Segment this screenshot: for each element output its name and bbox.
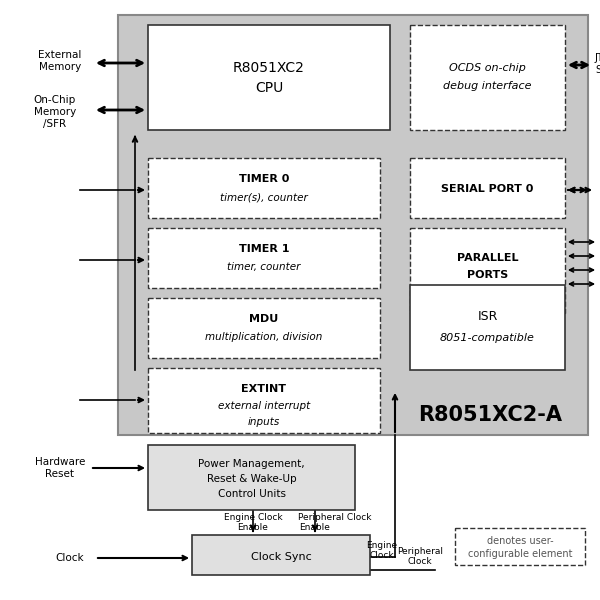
Bar	[192, 535, 370, 575]
Bar	[410, 158, 565, 218]
Bar	[148, 298, 380, 358]
Text: CPU: CPU	[255, 81, 283, 95]
Text: Enable: Enable	[238, 523, 268, 532]
Bar	[148, 368, 380, 433]
Text: multiplication, division: multiplication, division	[205, 332, 323, 342]
Bar	[148, 228, 380, 288]
Text: Memory: Memory	[39, 62, 81, 72]
Bar	[455, 528, 585, 565]
Text: TIMER 1: TIMER 1	[239, 244, 289, 254]
Text: On-Chip: On-Chip	[34, 95, 76, 105]
Bar	[410, 25, 565, 130]
Text: Power Management,: Power Management,	[198, 459, 305, 469]
Bar	[148, 25, 390, 130]
Text: EXTINT: EXTINT	[241, 384, 287, 394]
Text: Clock Sync: Clock Sync	[251, 552, 311, 562]
Text: JTAG or: JTAG or	[595, 53, 600, 63]
Text: Engine Clock: Engine Clock	[224, 514, 283, 523]
Bar	[410, 228, 565, 313]
Text: timer(s), counter: timer(s), counter	[220, 192, 308, 202]
Text: Memory: Memory	[34, 107, 76, 117]
Text: R8051XC2-A: R8051XC2-A	[418, 405, 562, 425]
Text: R8051XC2: R8051XC2	[233, 61, 305, 75]
Text: Reset: Reset	[46, 469, 74, 479]
Text: configurable element: configurable element	[468, 549, 572, 559]
Text: Clock: Clock	[407, 557, 433, 565]
Text: PORTS: PORTS	[467, 270, 508, 280]
Text: Peripheral Clock: Peripheral Clock	[298, 514, 372, 523]
Bar	[410, 285, 565, 370]
Text: PARALLEL: PARALLEL	[457, 253, 518, 263]
Text: external interrupt: external interrupt	[218, 401, 310, 411]
Text: Clock: Clock	[55, 553, 83, 563]
Text: timer, counter: timer, counter	[227, 262, 301, 272]
Text: ISR: ISR	[478, 310, 497, 323]
Text: OCDS on-chip: OCDS on-chip	[449, 63, 526, 73]
Text: SERIAL PORT 0: SERIAL PORT 0	[442, 184, 533, 194]
Text: MDU: MDU	[250, 314, 278, 324]
Bar	[148, 158, 380, 218]
Text: TIMER 0: TIMER 0	[239, 174, 289, 184]
Text: Enable: Enable	[299, 523, 331, 532]
Bar	[148, 445, 355, 510]
Text: 8051-compatible: 8051-compatible	[440, 333, 535, 343]
Text: SWAT: SWAT	[595, 65, 600, 75]
Text: Reset & Wake-Up: Reset & Wake-Up	[206, 474, 296, 484]
Bar	[118, 15, 588, 435]
Text: Hardware: Hardware	[35, 457, 85, 467]
Text: Clock: Clock	[370, 551, 394, 560]
Text: Engine: Engine	[367, 541, 398, 551]
Text: inputs: inputs	[248, 417, 280, 427]
Text: Control Units: Control Units	[218, 489, 286, 499]
Text: External: External	[38, 50, 82, 60]
Text: /SFR: /SFR	[43, 119, 67, 129]
Text: debug interface: debug interface	[443, 81, 532, 91]
Text: denotes user-: denotes user-	[487, 536, 553, 546]
Text: Peripheral: Peripheral	[397, 547, 443, 556]
